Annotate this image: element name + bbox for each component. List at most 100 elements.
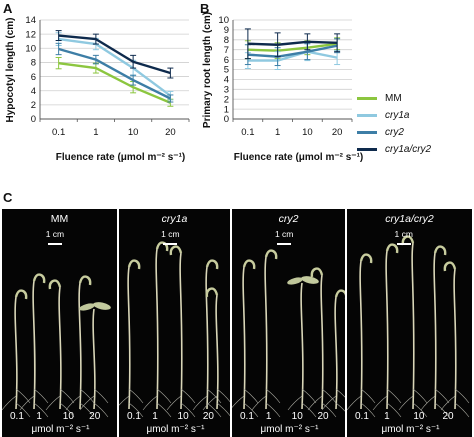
y-axis-title: Hypocotyl length (cm) <box>5 17 16 122</box>
x-tick-label: 20 <box>332 127 343 138</box>
legend-swatch <box>357 131 377 134</box>
legend-swatch <box>357 97 377 100</box>
seedling-stem <box>242 266 246 410</box>
root-hair <box>321 402 337 418</box>
seedling-stem <box>320 274 324 410</box>
root-hair <box>412 388 428 404</box>
seedling-stem <box>411 242 415 410</box>
root-hair <box>440 395 456 411</box>
photo-fluence-label: 20 <box>442 411 454 422</box>
root-hair <box>232 395 245 408</box>
photo-panel: cry2 1 cm <box>232 209 345 437</box>
y-tick-label: 14 <box>25 15 36 26</box>
y-tick-label: 2 <box>31 100 36 111</box>
y-tick-label: 8 <box>31 58 36 69</box>
x-tick-label: 1 <box>275 127 280 138</box>
photo-fluence-label: 0.1 <box>127 411 141 422</box>
scale-bar <box>163 243 178 245</box>
legend-label: MM <box>385 93 402 104</box>
photo-fluence-label: 10 <box>62 411 74 422</box>
cotyledon <box>79 303 95 311</box>
root-hair <box>398 395 414 411</box>
scale-bar <box>276 243 291 245</box>
seedling-stem <box>78 282 82 410</box>
root-hair <box>93 402 109 418</box>
cotyledon <box>287 277 303 285</box>
series-cry1a-cry2 <box>244 28 341 60</box>
y-tick-label: 10 <box>218 15 229 26</box>
root-hair <box>360 402 376 418</box>
root-hair <box>79 402 95 418</box>
photo-fluence-label: 20 <box>317 411 329 422</box>
panel-letter-a: A <box>3 1 13 16</box>
root-hair <box>243 388 259 404</box>
photo-fluence-label: 1 <box>384 411 390 422</box>
series-line <box>58 61 171 104</box>
photo-fluence-label: 0.1 <box>10 411 24 422</box>
root-hair <box>420 395 436 411</box>
photo-fluence-label: 20 <box>89 411 101 422</box>
panel-letter-b: B <box>200 1 210 16</box>
root-hair <box>156 388 172 404</box>
hooked-cotyledon <box>48 279 62 290</box>
x-tick-label: 10 <box>128 127 139 138</box>
photo-unit-label: μmol m⁻² s⁻¹ <box>381 424 440 435</box>
root-hair <box>360 388 376 404</box>
scale-bar <box>47 243 62 245</box>
y-tick-label: 9 <box>224 25 229 36</box>
y-tick-label: 6 <box>224 55 229 66</box>
root-hair <box>335 402 345 412</box>
y-tick-label: 4 <box>31 86 36 97</box>
y-tick-label: 1 <box>224 104 229 115</box>
y-axis-title: Primary root length (cm) <box>202 12 213 128</box>
root-hair <box>347 395 362 411</box>
root-hair <box>265 402 281 418</box>
photo-fluence-label: 1 <box>36 411 42 422</box>
photo-title: cry1a/cry2 <box>385 213 434 225</box>
root-hair <box>372 395 388 411</box>
photo-panel: cry1a 1 cm <box>119 209 230 437</box>
y-tick-label: 0 <box>31 114 36 125</box>
y-tick-label: 3 <box>224 85 229 96</box>
root-hair <box>335 388 345 398</box>
cotyledon <box>93 302 111 310</box>
series-cry1a <box>55 32 174 101</box>
root-hair <box>321 395 337 411</box>
root-hair <box>386 402 402 418</box>
hooked-cotyledon <box>433 245 447 256</box>
hooked-cotyledon <box>359 253 373 264</box>
legend-item: cry1a <box>357 107 472 124</box>
hooked-cotyledon <box>32 273 46 284</box>
root-hair <box>243 402 259 418</box>
root-hair <box>142 395 158 411</box>
root-hair <box>216 388 230 403</box>
root-hair <box>128 388 144 404</box>
legend-item: cry2 <box>357 124 472 141</box>
series-cry2 <box>55 42 174 103</box>
root-hair <box>386 388 402 404</box>
series-line <box>58 47 171 100</box>
root-hair <box>79 395 95 411</box>
seedling-drawing <box>2 273 111 418</box>
seedling-drawing <box>119 241 230 418</box>
hooked-cotyledon <box>78 275 92 286</box>
scale-bar <box>396 243 411 245</box>
seedling-stem <box>385 250 389 410</box>
seedling-stem <box>433 252 437 410</box>
root-hair <box>15 388 31 404</box>
root-hair <box>301 402 317 418</box>
photo-unit-label: μmol m⁻² s⁻¹ <box>31 424 90 435</box>
seedling-stem <box>453 268 457 410</box>
seedling-stem <box>205 266 209 410</box>
y-tick-label: 10 <box>25 43 36 54</box>
seedling-stem <box>300 282 304 410</box>
y-tick-label: 8 <box>224 35 229 46</box>
seedling-stem <box>179 252 183 410</box>
series-line <box>247 50 338 62</box>
photo-fluence-label: 0.1 <box>240 411 254 422</box>
root-hair <box>93 388 109 404</box>
series-cry1a-cry2 <box>55 30 174 79</box>
chart-a: 0 2 4 6 8 10 12 14 0.1 1 10 20 Fluence rate (μmol m⁻… <box>5 15 190 163</box>
x-tick-label: 10 <box>302 127 313 138</box>
hooked-cotyledon <box>127 259 141 270</box>
